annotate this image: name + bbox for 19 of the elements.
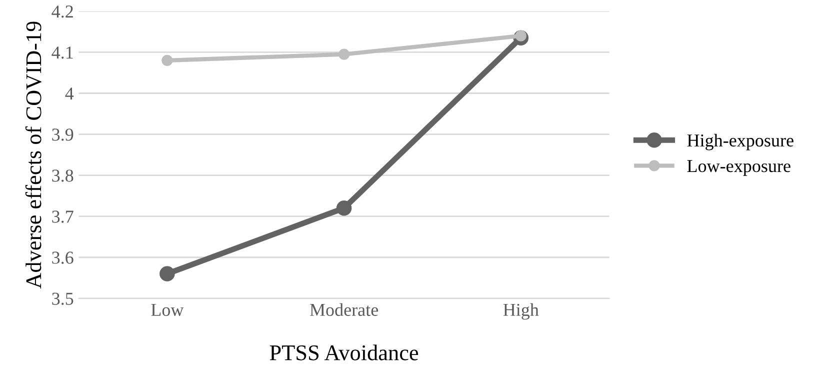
y-tick-label: 3.6 [52,252,74,264]
legend-label: High-exposure [687,134,794,150]
y-tick-label: 4.1 [52,46,73,59]
y-tick-label: 4.2 [52,6,73,18]
x-tick-label: High [503,303,539,320]
point [160,266,175,282]
point [338,48,350,60]
y-tick-label: 4 [65,88,74,100]
x-tick-label: Low [151,304,184,316]
x-axis-title: PTSS Avoidance [270,344,418,360]
legend-label: Low-exposure [687,160,790,176]
y-tick-label: 3.5 [52,292,74,305]
point [336,200,352,216]
y-tick-label: 3.7 [52,210,74,223]
y-axis-title: Adverse effects of COVID-19 [25,22,42,289]
point [162,54,173,66]
y-tick-label: 3.9 [52,128,74,141]
x-tick-label: Moderate [310,303,378,316]
y-tick-label: 3.8 [52,170,74,182]
